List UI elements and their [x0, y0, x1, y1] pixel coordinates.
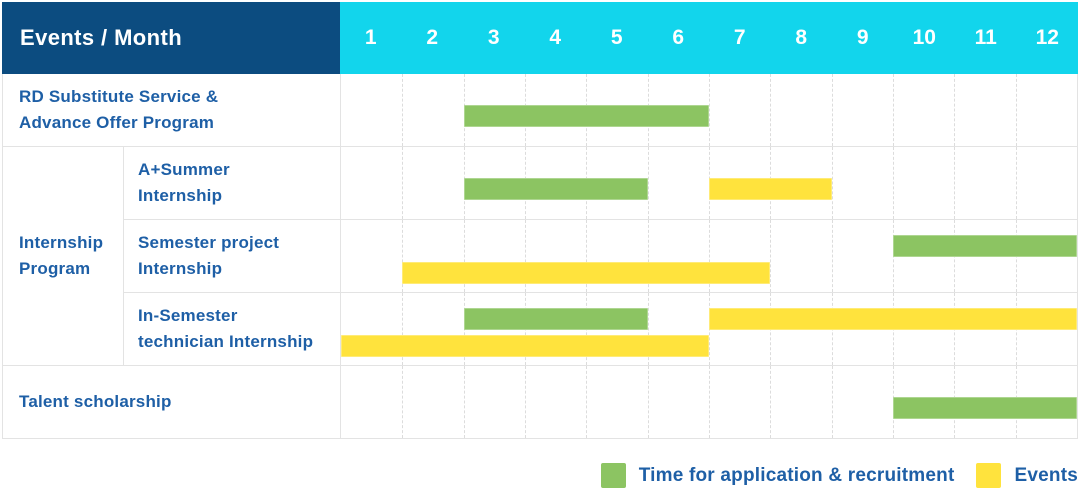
- month-gridline: [1015, 147, 1017, 219]
- label-line: Internship: [19, 233, 104, 252]
- gantt-bar-green-m10-m12: [893, 235, 1077, 257]
- legend: Time for application & recruitment Event…: [600, 463, 1078, 488]
- legend-label: Time for application & recruitment: [638, 464, 955, 486]
- label-line: Advance Offer Program: [19, 113, 215, 132]
- label-line: Program: [19, 259, 91, 278]
- month-gridline: [647, 147, 649, 219]
- green-swatch-icon: [600, 463, 626, 488]
- month-header-5: 5: [610, 26, 623, 49]
- month-header-11: 11: [974, 26, 997, 49]
- label-line: A+Summer: [138, 160, 230, 179]
- month-header-1: 1: [364, 26, 377, 49]
- month-gridline: [954, 74, 956, 146]
- legend-item-events: Events: [976, 463, 1078, 488]
- month-gridline: [647, 293, 649, 365]
- gantt-bar-green-m10-m12: [893, 397, 1077, 419]
- month-header-10: 10: [912, 26, 936, 49]
- gantt-bar-green-m3-m5: [463, 308, 648, 330]
- month-gridline: [402, 220, 404, 292]
- label-line: Semester project: [138, 233, 280, 252]
- row-label: A+Summer Internship: [124, 147, 341, 220]
- label-line: technician Internship: [138, 332, 314, 351]
- month-header-6: 6: [672, 26, 685, 49]
- label-line: Internship: [138, 186, 223, 205]
- legend-item-application-recruitment: Time for application & recruitment: [600, 463, 955, 488]
- row-label: RD Substitute Service & Advance Offer Pro…: [3, 74, 341, 147]
- month-gridline: [954, 147, 956, 219]
- month-gridline: [402, 366, 404, 438]
- month-gridline: [770, 366, 772, 438]
- month-header-4: 4: [549, 26, 562, 49]
- header-row: Events / Month 1 2 3 4 5 6 7 8 9 10 11 12: [2, 2, 1078, 74]
- month-gridline: [770, 220, 772, 292]
- gantt-bar-green-m3-m5: [463, 178, 648, 200]
- month-gridline: [463, 220, 465, 292]
- group-cell-internship-program: Internship Program: [3, 147, 124, 366]
- month-gridline: [831, 74, 833, 146]
- month-header-8: 8: [795, 26, 808, 49]
- month-header-3: 3: [487, 26, 500, 49]
- table-header-label: Events / Month: [2, 2, 340, 74]
- month-gridline: [770, 74, 772, 146]
- month-gridline: [402, 293, 404, 365]
- gantt-bar-yellow-m2-m7: [402, 262, 771, 284]
- month-header-9: 9: [856, 26, 869, 49]
- row-label: Semester project Internship: [124, 220, 341, 293]
- month-gridline: [1015, 74, 1017, 146]
- chart-row: [341, 220, 1077, 293]
- label-line: Internship: [138, 259, 223, 278]
- month-gridline: [463, 366, 465, 438]
- label-line: RD Substitute Service &: [19, 87, 219, 106]
- month-gridline: [525, 366, 526, 438]
- month-gridline: [893, 147, 894, 219]
- row-label: Talent scholarship: [3, 366, 341, 439]
- month-gridline: [831, 366, 833, 438]
- month-header-12: 12: [1035, 26, 1059, 49]
- month-gridline: [586, 220, 588, 292]
- month-gridline: [647, 366, 649, 438]
- month-gridline: [586, 366, 588, 438]
- gantt-bar-green-m3-m6: [463, 105, 709, 127]
- month-gridline: [709, 74, 710, 146]
- month-header-7: 7: [733, 26, 746, 49]
- gantt-bar-yellow-m7-m12: [709, 308, 1077, 330]
- gantt-table: Events / Month 1 2 3 4 5 6 7 8 9 10 11 12 RD Substi…: [2, 2, 1078, 439]
- chart-row: [341, 147, 1077, 220]
- gantt-body: RD Substitute Service & Advance Offer Pro…: [2, 74, 1078, 439]
- month-gridline: [893, 74, 894, 146]
- label-line: In-Semester: [138, 306, 238, 325]
- yellow-swatch-icon: [976, 463, 1002, 488]
- month-gridline: [525, 220, 526, 292]
- gantt-bar-yellow-m7-m8: [709, 178, 832, 200]
- month-gridline: [709, 366, 710, 438]
- chart-row: [341, 74, 1077, 147]
- month-header-2: 2: [426, 26, 439, 49]
- month-gridline: [402, 74, 404, 146]
- row-label: In-Semester technician Internship: [124, 293, 341, 366]
- chart-row: [341, 366, 1077, 439]
- month-header-row: 1 2 3 4 5 6 7 8 9 10 11 12: [340, 2, 1078, 74]
- legend-label: Events: [1014, 464, 1078, 486]
- chart-row: [341, 293, 1077, 366]
- month-gridline: [402, 147, 404, 219]
- month-gridline: [831, 147, 833, 219]
- month-gridline: [709, 220, 710, 292]
- gantt-bar-yellow-m1-m6: [341, 335, 709, 357]
- label-line: Talent scholarship: [19, 392, 172, 411]
- month-gridline: [647, 220, 649, 292]
- month-gridline: [831, 220, 833, 292]
